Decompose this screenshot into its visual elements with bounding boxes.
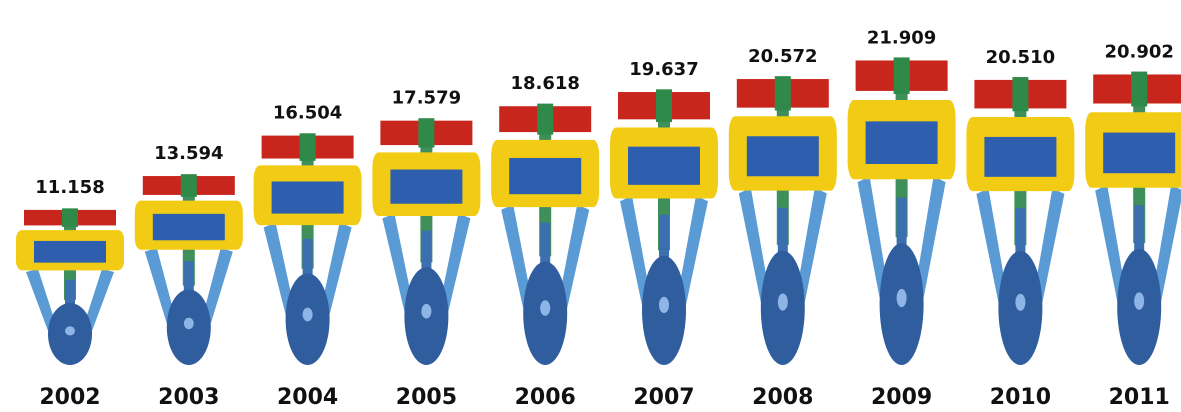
bulb-shine (1015, 293, 1026, 311)
top-clamp (774, 76, 791, 111)
value-label: 17.579 (392, 88, 461, 109)
arm (1095, 184, 1126, 302)
top-clamp (418, 118, 435, 148)
arm (1153, 184, 1181, 302)
pictogram-bar (610, 89, 718, 365)
pictogram-bar (728, 76, 837, 365)
top-clamp (656, 89, 672, 123)
arm (915, 176, 946, 299)
pictogram-bar (253, 133, 362, 365)
x-tick-label: 2002 (39, 385, 100, 410)
stem (302, 238, 313, 285)
arm (678, 195, 708, 305)
bulb-shine (659, 296, 669, 314)
coil (1103, 132, 1176, 174)
value-label: 20.572 (748, 46, 817, 67)
bulb-shine (896, 288, 907, 308)
value-label: 20.902 (1104, 41, 1173, 62)
value-label: 20.510 (986, 47, 1055, 68)
arm (440, 213, 471, 312)
pictogram-bar (491, 103, 600, 365)
x-tick-label: 2004 (277, 385, 338, 410)
value-label: 13.594 (154, 143, 223, 164)
top-clamp (1012, 77, 1029, 112)
x-tick-label: 2006 (515, 385, 576, 410)
value-label: 11.158 (35, 177, 104, 198)
coil (509, 157, 582, 195)
x-tick-label: 2003 (158, 385, 219, 410)
x-tick-label: 2007 (633, 385, 694, 410)
bulb-shine (183, 317, 194, 330)
arm (26, 268, 56, 331)
bulb-shine (65, 326, 75, 336)
pictogram-bar (847, 57, 956, 365)
top-clamp (893, 57, 910, 94)
x-tick-label: 2005 (396, 385, 457, 410)
stem (421, 230, 432, 280)
bulb-shine (777, 293, 788, 311)
stem (896, 197, 907, 259)
arm (738, 187, 769, 303)
arm (501, 204, 532, 309)
stem (183, 261, 194, 299)
top-clamp (299, 133, 316, 161)
x-tick-label: 2009 (871, 385, 932, 410)
arm (796, 187, 827, 303)
pictogram-bar (966, 77, 1075, 366)
coil (390, 169, 463, 204)
top-clamp (62, 208, 78, 227)
coil (628, 146, 700, 185)
stem (1015, 208, 1026, 266)
bulb-shine (302, 307, 313, 322)
coil (152, 213, 225, 241)
coil (271, 181, 344, 214)
arm (144, 247, 175, 324)
value-label: 19.637 (629, 59, 698, 80)
stem (65, 279, 75, 311)
pictogram-bar (372, 118, 481, 365)
arm (1034, 188, 1065, 303)
top-clamp (537, 103, 554, 135)
pictogram-bar (1085, 71, 1181, 365)
bulb-shine (540, 300, 551, 316)
bulb-shine (421, 303, 432, 319)
x-tick-label: 2010 (990, 385, 1051, 410)
stem (1134, 205, 1145, 264)
arm (559, 204, 590, 309)
top-clamp (180, 174, 197, 197)
arm (202, 247, 233, 324)
arm (857, 176, 888, 299)
top-clamp (1131, 71, 1148, 107)
x-tick-label: 2008 (752, 385, 813, 410)
coil (984, 136, 1057, 177)
stem (659, 214, 669, 270)
stem (540, 222, 551, 275)
value-label: 18.618 (510, 73, 579, 94)
arm (382, 213, 413, 312)
arm (976, 188, 1007, 303)
coil (34, 240, 106, 263)
arm (84, 268, 114, 331)
value-label: 21.909 (867, 27, 936, 48)
pictogram-bar (16, 208, 124, 365)
bulb-shine (1134, 292, 1145, 310)
value-label: 16.504 (273, 103, 342, 124)
arm (263, 222, 294, 315)
coil (746, 136, 819, 177)
x-tick-label: 2011 (1109, 385, 1170, 410)
coil (865, 121, 938, 165)
stem (777, 207, 788, 265)
arm (321, 222, 352, 315)
pictogram-bar (134, 174, 243, 365)
arm (620, 195, 650, 305)
